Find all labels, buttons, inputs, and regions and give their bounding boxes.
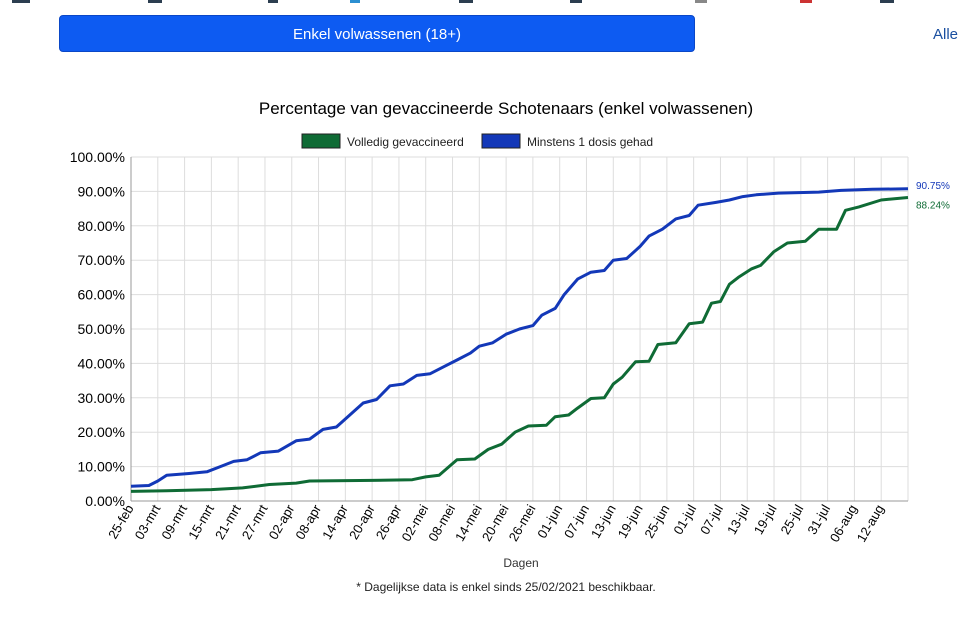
x-tick-label: 25-jun — [641, 502, 672, 541]
end-value-labels: 88.24% 90.75% — [916, 181, 950, 212]
legend-swatch — [301, 133, 341, 149]
x-tick-label: 01-jun — [534, 502, 565, 541]
x-axis-label: Dagen — [503, 556, 538, 570]
y-tick-label: 0.00% — [85, 493, 125, 509]
x-tick-label: 19-jul — [751, 502, 780, 537]
x-tick-label: 25-jul — [778, 502, 807, 537]
x-tick-label: 13-jul — [724, 502, 753, 537]
y-tick-label: 100.00% — [70, 149, 125, 165]
y-tick-label: 30.00% — [78, 390, 125, 406]
x-tick-label: 07-jun — [561, 502, 592, 541]
chart-legend: Volledig gevaccineerd Minstens 1 dosis ge… — [301, 133, 653, 149]
legend-swatch — [481, 133, 521, 149]
x-tick-label: 03-mrt — [132, 502, 164, 542]
legend-label: Minstens 1 dosis gehad — [527, 135, 653, 149]
x-tick-label: 12-aug — [854, 502, 887, 545]
x-tick-label: 15-mrt — [185, 502, 217, 542]
legend-label: Volledig gevaccineerd — [347, 135, 464, 149]
x-axis-ticks: 25-feb03-mrt09-mrt15-mrt21-mrt27-mrt02-a… — [105, 501, 887, 544]
x-tick-label: 01-jul — [670, 502, 699, 537]
top-toolbar-strip — [0, 0, 960, 4]
y-tick-label: 20.00% — [78, 424, 125, 440]
y-tick-label: 70.00% — [78, 252, 125, 268]
legend-item-first-dose[interactable]: Minstens 1 dosis gehad — [481, 133, 653, 149]
y-axis-ticks: 0.00% 10.00% 20.00% 30.00% 40.00% 50.00% 60.00… — [70, 149, 125, 509]
y-tick-label: 90.00% — [78, 183, 125, 199]
all-filter-link[interactable]: Alle — [933, 26, 959, 43]
x-tick-label: 21-mrt — [212, 502, 244, 542]
end-label-first-dose: 90.75% — [916, 181, 950, 192]
adults-filter-button[interactable]: Enkel volwassenen (18+) — [59, 15, 695, 52]
y-tick-label: 40.00% — [78, 355, 125, 371]
end-label-fully-vaccinated: 88.24% — [916, 200, 950, 211]
y-tick-label: 10.00% — [78, 459, 125, 475]
x-tick-label: 27-mrt — [239, 502, 271, 542]
x-tick-label: 09-mrt — [158, 502, 190, 542]
series-line-first-dose — [130, 187, 909, 488]
y-tick-label: 50.00% — [78, 321, 125, 337]
y-tick-label: 80.00% — [78, 218, 125, 234]
chart-grid — [130, 156, 909, 502]
chart-footnote: * Dagelijkse data is enkel sinds 25/02/2… — [356, 580, 656, 594]
x-tick-label: 13-jun — [588, 502, 619, 541]
chart-series — [130, 187, 909, 493]
x-tick-label: 07-jul — [697, 502, 726, 537]
x-tick-label: 19-jun — [615, 502, 646, 541]
chart-title: Percentage van gevaccineerde Schotenaars… — [259, 99, 753, 118]
legend-item-fully-vaccinated[interactable]: Volledig gevaccineerd — [301, 133, 464, 149]
x-tick-label: 26-mei — [506, 502, 539, 544]
series-line-fully-vaccinated — [130, 196, 909, 493]
y-tick-label: 60.00% — [78, 287, 125, 303]
